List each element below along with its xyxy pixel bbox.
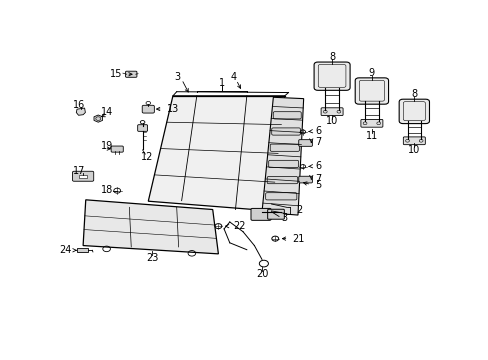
FancyBboxPatch shape [142, 105, 154, 113]
FancyBboxPatch shape [298, 140, 312, 146]
FancyBboxPatch shape [298, 176, 312, 183]
FancyBboxPatch shape [265, 193, 296, 200]
FancyBboxPatch shape [266, 176, 297, 184]
Text: 19: 19 [100, 141, 113, 151]
FancyBboxPatch shape [271, 128, 300, 135]
Text: 11: 11 [365, 131, 377, 141]
Text: 3: 3 [174, 72, 181, 82]
Polygon shape [94, 115, 102, 122]
Text: 22: 22 [233, 221, 245, 231]
Text: 14: 14 [100, 107, 113, 117]
FancyBboxPatch shape [268, 160, 298, 167]
FancyBboxPatch shape [273, 112, 301, 119]
FancyBboxPatch shape [360, 120, 382, 127]
Text: 3: 3 [280, 213, 286, 224]
FancyBboxPatch shape [250, 208, 270, 220]
Text: 1: 1 [218, 77, 224, 87]
FancyBboxPatch shape [321, 108, 343, 116]
Polygon shape [148, 96, 284, 211]
Text: 6: 6 [314, 126, 321, 136]
Text: 5: 5 [314, 180, 321, 190]
Text: 12: 12 [141, 152, 153, 162]
Text: 16: 16 [73, 100, 85, 110]
FancyBboxPatch shape [354, 78, 388, 104]
Text: 18: 18 [100, 185, 113, 195]
Text: 13: 13 [166, 104, 179, 114]
FancyBboxPatch shape [111, 146, 123, 152]
FancyBboxPatch shape [267, 209, 284, 219]
Text: 7: 7 [314, 138, 321, 148]
Bar [79, 175, 87, 177]
FancyBboxPatch shape [398, 99, 428, 123]
Text: 10: 10 [407, 145, 420, 155]
Text: 6: 6 [314, 161, 321, 171]
FancyBboxPatch shape [270, 144, 299, 151]
Polygon shape [83, 200, 218, 254]
Text: 20: 20 [255, 269, 267, 279]
Text: 9: 9 [368, 68, 374, 78]
Text: 8: 8 [410, 89, 417, 99]
Text: 21: 21 [292, 234, 304, 244]
FancyBboxPatch shape [138, 125, 147, 131]
Text: 10: 10 [325, 116, 338, 126]
FancyBboxPatch shape [125, 71, 137, 77]
Text: 24: 24 [59, 245, 72, 255]
Text: 17: 17 [73, 166, 85, 176]
Text: 23: 23 [145, 253, 158, 263]
Text: 7: 7 [314, 174, 321, 184]
FancyBboxPatch shape [72, 171, 94, 181]
Polygon shape [262, 97, 303, 215]
FancyBboxPatch shape [403, 137, 425, 145]
FancyBboxPatch shape [313, 62, 349, 90]
Bar [77, 248, 87, 252]
Polygon shape [76, 108, 85, 115]
Text: 2: 2 [296, 205, 302, 215]
Text: 8: 8 [328, 51, 334, 62]
Text: 15: 15 [110, 69, 122, 79]
Text: 4: 4 [230, 72, 236, 82]
